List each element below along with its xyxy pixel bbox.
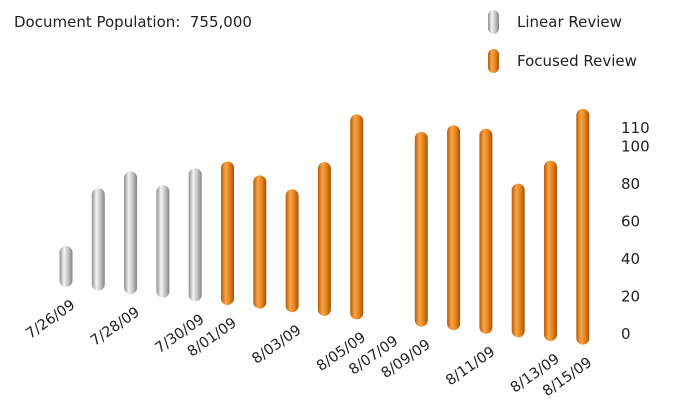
bar-16 (576, 108, 590, 345)
y-tick-label: 40 (621, 250, 640, 268)
bar-0 (59, 246, 73, 287)
x-tick-label: 7/28/09 (88, 304, 143, 349)
bar-15 (544, 160, 557, 341)
bar-13 (479, 128, 493, 334)
bar-8 (317, 162, 331, 316)
y-tick-label: 0 (621, 325, 631, 343)
chart-title: Document Population: 755,000 (14, 13, 252, 31)
x-tick-label: 8/03/09 (249, 322, 304, 367)
bar-6 (253, 175, 267, 309)
bar-11 (414, 131, 428, 327)
y-tick-label: 110 (621, 119, 650, 137)
legend: Linear Review Focused Review (488, 10, 637, 73)
y-tick-label: 80 (621, 175, 640, 193)
bar-9 (350, 114, 364, 320)
x-axis-labels: 7/26/09 7/28/09 7/30/098/01/09 8/03/09 8/05/… (23, 297, 595, 400)
legend-linear-review-icon (488, 10, 499, 34)
x-tick-label: 7/26/09 (23, 297, 78, 342)
bar-group (59, 108, 590, 345)
bar-1 (91, 188, 105, 291)
y-tick-label: 60 (621, 213, 640, 231)
bar-5 (221, 161, 234, 305)
bar-14 (511, 183, 525, 338)
y-tick-label: 20 (621, 288, 640, 306)
bar-12 (447, 125, 461, 331)
legend-focused-review-icon (488, 49, 499, 73)
bar-4 (188, 168, 202, 302)
y-tick-label: 100 (621, 138, 650, 156)
bar-2 (124, 171, 138, 295)
legend-label-focused-review: Focused Review (517, 52, 637, 70)
bar-3 (156, 185, 170, 298)
legend-label-linear-review: Linear Review (517, 13, 622, 31)
x-tick-label: 8/11/09 (443, 344, 498, 389)
bar-7 (285, 189, 299, 313)
